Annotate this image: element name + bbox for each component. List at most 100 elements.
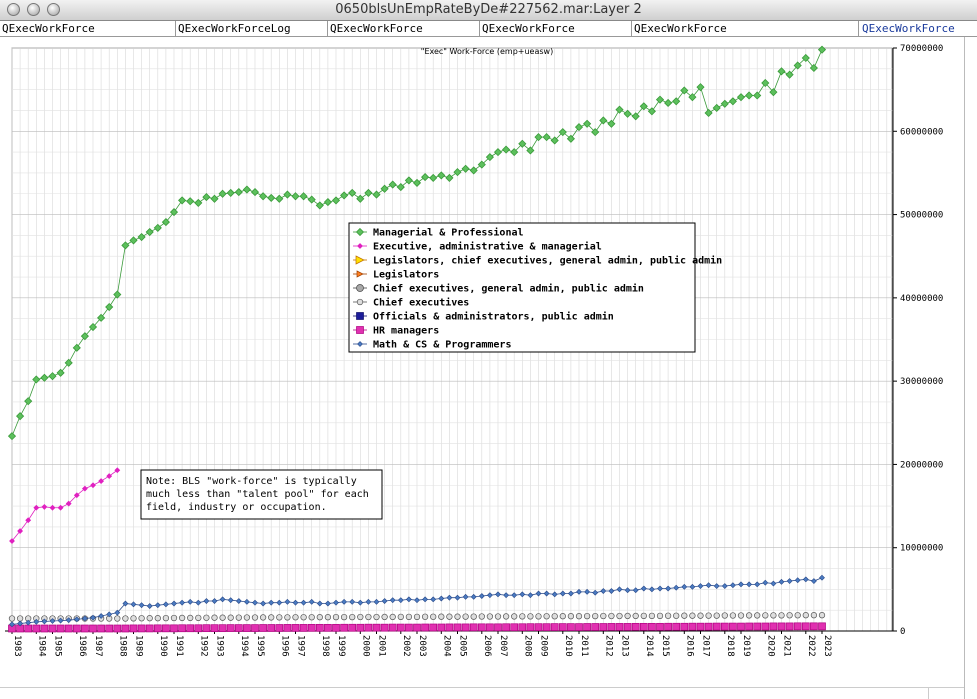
tab-qexecworkforce-active[interactable]: QExecWorkForce (862, 22, 955, 35)
data-point (113, 624, 122, 633)
data-point (137, 624, 146, 633)
legend-item: HR managers (373, 326, 439, 337)
minimize-window-icon[interactable] (27, 3, 40, 16)
vertical-scrollbar[interactable] (964, 37, 977, 699)
data-point (57, 504, 64, 511)
data-point (461, 623, 470, 632)
data-point (315, 623, 324, 632)
tab-qexecworkforce-3[interactable]: QExecWorkForce (330, 22, 423, 35)
data-point (809, 63, 818, 73)
data-point (48, 372, 57, 381)
data-point (689, 612, 696, 619)
close-window-icon[interactable] (7, 3, 20, 16)
data-point (324, 600, 331, 607)
data-point (138, 615, 145, 622)
data-point (495, 591, 501, 598)
data-point (526, 623, 535, 632)
x-tick-label: 2013 (620, 635, 630, 657)
data-point (769, 622, 778, 631)
data-point (397, 597, 404, 604)
data-point (550, 136, 559, 145)
data-point (276, 614, 283, 621)
data-point (106, 611, 113, 618)
data-point (332, 623, 340, 632)
data-point (477, 160, 486, 169)
data-point (129, 624, 138, 633)
data-point (583, 119, 592, 128)
tab-qexecworkforce-1[interactable]: QExecWorkForce (2, 22, 95, 35)
data-point (574, 123, 584, 132)
data-point (186, 624, 195, 633)
tab-divider (479, 21, 480, 36)
data-point (380, 623, 389, 632)
data-point (64, 624, 73, 633)
data-point (786, 578, 793, 584)
data-point (56, 624, 65, 633)
data-point (49, 618, 56, 624)
data-point (357, 243, 363, 249)
horizontal-scrollbar[interactable] (0, 687, 964, 699)
data-point (219, 596, 226, 603)
data-point (57, 617, 64, 624)
data-point (738, 581, 744, 588)
data-point (364, 623, 373, 632)
data-point (276, 599, 283, 606)
data-point (97, 313, 106, 322)
data-point (647, 107, 656, 116)
legend-item: Officials & administrators, public admin (373, 311, 614, 323)
data-point (462, 593, 469, 600)
note-line: much less than "talent pool" for each (146, 489, 369, 500)
data-point (24, 624, 33, 633)
data-point (534, 133, 543, 142)
data-point (680, 622, 689, 631)
data-point (88, 322, 98, 332)
data-point (372, 623, 381, 632)
data-point (770, 580, 777, 587)
data-point (477, 623, 486, 632)
data-point (162, 624, 170, 633)
legend-item: Legislators (373, 269, 439, 281)
data-point (526, 146, 535, 155)
data-point (712, 622, 721, 631)
data-point (365, 613, 372, 621)
tab-bar: QExecWorkForce QExecWorkForceLog QExecWo… (0, 21, 977, 37)
x-tick-label: 1983 (12, 635, 22, 657)
x-tick-label: 2009 (539, 635, 549, 657)
x-tick-label: 2000 (360, 635, 370, 657)
legend-item: Chief executives (373, 297, 469, 309)
tab-qexecworkforce-5[interactable]: QExecWorkForce (634, 22, 727, 35)
chart-series (7, 45, 827, 633)
data-point (72, 624, 81, 633)
data-point (551, 613, 558, 620)
data-point (324, 614, 332, 621)
data-point (154, 602, 161, 609)
data-point (17, 528, 24, 534)
zoom-window-icon[interactable] (47, 3, 60, 16)
data-point (355, 255, 365, 265)
x-tick-label: 1993 (215, 635, 225, 657)
data-point (453, 168, 462, 177)
tab-qexecworkforce-4[interactable]: QExecWorkForce (482, 22, 575, 35)
resize-grip-icon[interactable] (928, 687, 965, 699)
data-point (454, 613, 461, 620)
x-tick-label: 1999 (336, 635, 346, 657)
data-point (356, 270, 364, 278)
tab-qexecworkforcelog[interactable]: QExecWorkForceLog (178, 22, 291, 35)
data-point (72, 343, 81, 352)
data-point (494, 623, 502, 632)
legend-item: Managerial & Professional (373, 227, 524, 239)
data-point (600, 588, 607, 594)
y-tick-label: 0 (900, 627, 905, 637)
data-point (608, 612, 615, 620)
data-point (219, 614, 226, 621)
data-point (413, 623, 421, 632)
data-point (333, 599, 339, 606)
data-point (268, 599, 275, 606)
data-point (493, 148, 503, 157)
data-point (736, 93, 746, 102)
data-point (576, 588, 582, 595)
data-point (130, 601, 137, 608)
data-point (9, 621, 15, 628)
window-titlebar: 0650blsUnEmpRateByDe#227562.mar:Layer 2 (0, 0, 977, 21)
data-point (543, 590, 550, 597)
